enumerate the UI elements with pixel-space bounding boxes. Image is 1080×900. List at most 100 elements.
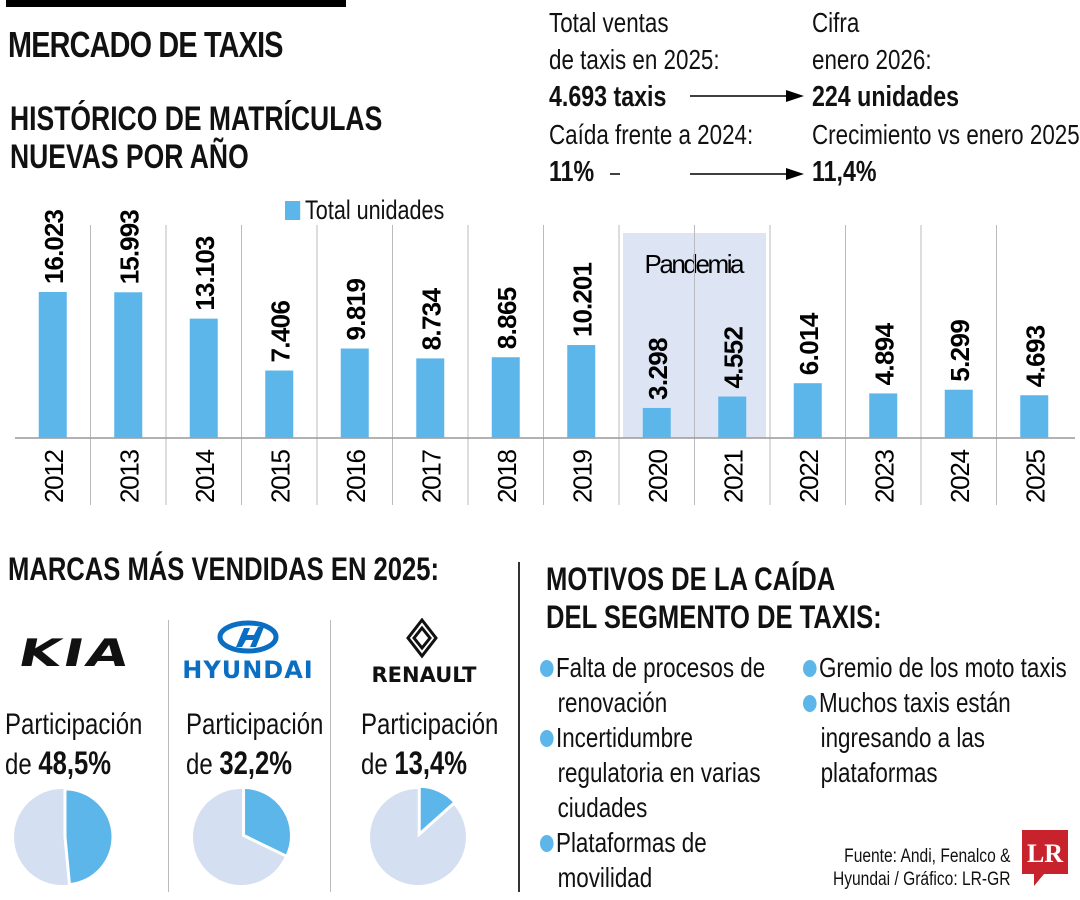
year-label-2024: 2024 [945,449,975,503]
share-value: 32,2% [219,745,292,781]
pie-kia [14,787,115,887]
motive-text: ingresando a las [820,722,985,753]
top-rule [6,0,346,7]
pie-renault [370,784,466,885]
bullet-icon [540,835,554,852]
motive-text: ciudades [557,792,648,823]
renault-logo: RENAULT [372,618,478,686]
value-label-2016: 9.819 [341,278,371,341]
bar-2025 [1020,395,1049,438]
value-label-2013: 15.993 [114,209,144,284]
year-label-2023: 2023 [869,449,899,503]
renault-logo-text: RENAULT [372,663,478,686]
bar-2022 [793,383,822,438]
motive-item: Incertidumbre regulatoria en varias ciudad… [540,720,765,825]
value-label-2024: 5.299 [945,319,975,382]
motive-item: Gremio de los moto taxis [803,650,1067,685]
hyundai-logo: HYUNDAI [182,620,313,682]
divider [168,620,169,892]
motive-text: plataformas [820,757,938,788]
legend-swatch [285,201,301,220]
year-label-2017: 2017 [416,449,446,503]
chart-legend: Total unidades [285,195,444,226]
bar-2015 [265,370,294,438]
bar-2020 [642,407,671,438]
value-label-2022: 6.014 [794,312,824,375]
value-label-2021: 4.552 [718,326,748,389]
value-label-2020: 3.298 [643,337,673,400]
bullet-icon [540,730,554,747]
value-label-2023: 4.894 [869,322,899,385]
divider [518,562,520,892]
stat-label: de taxis en 2025: [549,44,720,75]
bar-chart: Pandemia16.023201215.993201313.10320147.… [15,209,1075,505]
bar-2017 [416,358,445,438]
stats-right: Cifra enero 2026: 224 unidades Crecimien… [812,4,1080,191]
motive-text: Plataformas de [556,827,707,858]
kia-logo: KIA [14,631,135,672]
stat-label: enero 2026: [812,44,932,75]
brands-title: MARCAS MÁS VENDIDAS EN 2025: [8,551,440,587]
lr-logo-text: LR [1027,839,1063,868]
legend-label: Total unidades [305,195,445,225]
bar-2014 [189,318,218,438]
value-label-2019: 10.201 [567,262,597,337]
value-label-2025: 4.693 [1020,325,1050,388]
motive-text: Incertidumbre [556,722,693,753]
share-value: 13,4% [394,745,467,781]
brand-share-kia: Participación de 48,5% [5,706,142,784]
value-label-2014: 13.103 [190,236,220,311]
motive-item: Falta de procesos de renovación [540,650,765,720]
arrow-tail [610,173,620,175]
share-label: Participación [5,708,143,741]
stat-value: 11% [549,156,595,188]
motives-title-line1: MOTIVOS DE LA CAÍDA [546,561,836,597]
share-prefix: de [361,748,388,781]
share-prefix: de [186,748,213,781]
bullet-icon [803,660,817,677]
source-line2: Hyundai / Gráfico: LR-GR [832,869,1010,890]
pie-slice-share [63,787,115,887]
share-value: 48,5% [38,745,111,781]
pie-slice-share [417,784,458,838]
source-line1: Fuente: Andi, Fenalco & [843,846,1010,867]
year-label-2020: 2020 [643,449,673,503]
bar-2016 [340,348,369,438]
arrow-icons [690,90,804,180]
year-label-2021: 2021 [718,449,748,503]
bar-2024 [944,389,973,438]
year-label-2012: 2012 [39,449,69,503]
year-label-2025: 2025 [1020,449,1050,503]
brand-share-hyundai: Participación de 32,2% [186,706,323,784]
pie-hyundai [193,785,294,885]
motive-text: Gremio de los moto taxis [819,652,1067,683]
value-label-2017: 8.734 [416,287,446,350]
value-label-2018: 8.865 [492,287,522,350]
motives-title-line2: DEL SEGMENTO DE TAXIS: [546,599,882,635]
pie-charts [14,784,466,887]
motive-item: Muchos taxis están ingresando a las plataf… [803,685,1067,790]
motive-text: regulatoria en varias [557,757,761,788]
page-title: MERCADO DE TAXIS [8,24,283,65]
motive-text: Falta de procesos de [556,652,766,683]
bar-2013 [114,292,143,438]
stat-label: Crecimiento vs enero 2025: [812,119,1080,150]
chart-title-line1: HISTÓRICO DE MATRÍCULAS [10,100,383,138]
motive-text: Muchos taxis están [819,687,1011,718]
bar-2018 [491,357,520,438]
value-label-2012: 16.023 [39,209,69,284]
stat-label: Cifra [812,7,860,38]
divider [330,620,331,892]
bar-2021 [718,396,747,438]
motive-text: movilidad [557,862,653,893]
hyundai-logo-text: HYUNDAI [182,656,313,682]
year-label-2019: 2019 [567,449,597,503]
bullet-icon [803,695,817,712]
stat-value: 224 unidades [812,81,959,113]
motives-list-left: Falta de procesos de renovación Incertidum… [540,650,765,895]
bar-2019 [567,345,596,438]
motive-text: renovación [557,687,668,718]
motive-item: Plataformas de movilidad [540,825,765,895]
year-label-2013: 2013 [114,449,144,503]
stat-value: 11,4% [812,156,877,188]
